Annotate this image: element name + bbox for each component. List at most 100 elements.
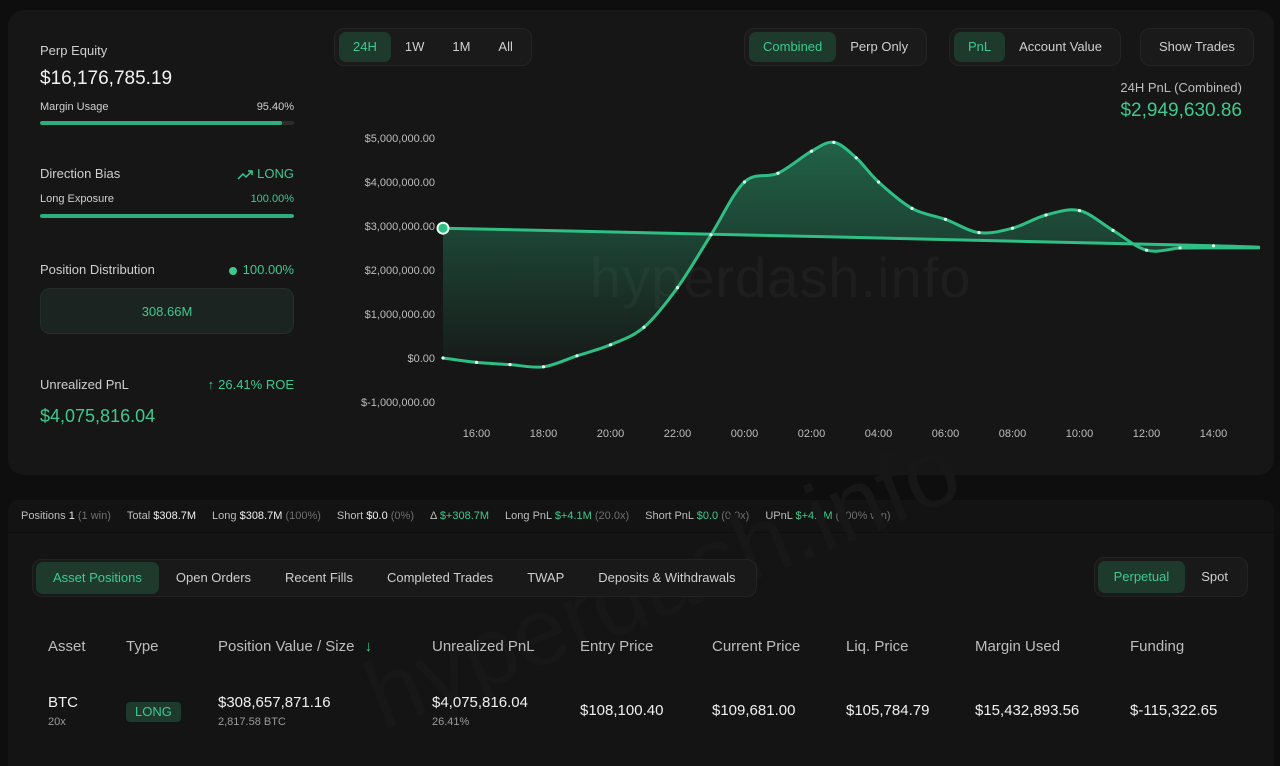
stat-positions: Positions 1 (1 win) <box>21 510 111 522</box>
long-exposure-fill <box>40 214 294 218</box>
stat-short: Short $0.0 (0%) <box>336 510 414 522</box>
row-position-size: 2,817.58 BTC <box>218 716 286 728</box>
stat-delta: Δ $+308.7M <box>430 510 490 522</box>
data-point <box>1211 244 1216 248</box>
y-tick-label: $1,000,000.00 <box>365 309 435 321</box>
show-trades-toggle: Show Trades <box>1140 28 1254 66</box>
x-tick-label: 14:00 <box>1200 428 1228 440</box>
row-position-value: $308,657,871.16 <box>218 694 331 711</box>
row-type-badge: LONG <box>126 702 181 722</box>
data-point <box>608 343 613 347</box>
long-dot-icon <box>228 266 237 275</box>
x-tick-label: 16:00 <box>463 428 491 440</box>
margin-usage-bar <box>40 121 294 125</box>
trend-up-icon <box>237 169 253 180</box>
pnl-header-label: 24H PnL (Combined) <box>1120 80 1242 95</box>
long-exposure-bar <box>40 214 294 218</box>
data-point <box>474 360 479 364</box>
stat-total: Total $308.7M <box>126 510 197 522</box>
col-asset[interactable]: Asset <box>48 638 86 655</box>
row-margin-used: $15,432,893.56 <box>975 702 1080 719</box>
sort-arrow-icon: ↓ <box>364 638 373 655</box>
tab-asset-positions[interactable]: Asset Positions <box>36 562 159 594</box>
x-tick-label: 04:00 <box>865 428 893 440</box>
tab-perpetual[interactable]: Perpetual <box>1097 561 1186 593</box>
col-liq-price[interactable]: Liq. Price <box>846 638 909 655</box>
long-exposure-label: Long Exposure <box>40 193 114 205</box>
col-position-value[interactable]: Position Value / Size ↓ <box>218 638 373 655</box>
data-point <box>977 231 981 235</box>
x-tick-label: 00:00 <box>731 428 759 440</box>
unrealized-pnl-row: Unrealized PnL ↑ 26.41% ROE <box>40 377 294 392</box>
timeframe-24h[interactable]: 24H <box>339 32 391 62</box>
data-point <box>508 363 512 367</box>
row-entry-price: $108,100.40 <box>580 702 664 719</box>
row-upnl-pct: 26.41% <box>432 716 470 728</box>
data-point <box>776 171 780 175</box>
metric-account-value[interactable]: Account Value <box>1019 39 1103 54</box>
arrow-up-icon: ↑ <box>207 377 215 392</box>
pnl-chart[interactable]: $5,000,000.00 $4,000,000.00 $3,000,000.00 $… <box>340 120 1260 450</box>
tab-twap[interactable]: TWAP <box>527 570 565 585</box>
tab-recent-fills[interactable]: Recent Fills <box>285 570 353 585</box>
long-exposure-value: 100.00% <box>250 193 294 205</box>
data-point <box>675 286 680 290</box>
y-tick-label: $0.00 <box>407 353 435 365</box>
timeframe-all[interactable]: All <box>498 39 513 54</box>
row-asset[interactable]: BTC <box>48 694 78 711</box>
mode-selector: Combined Perp Only <box>744 28 928 66</box>
x-tick-label: 20:00 <box>597 428 625 440</box>
row-liq-price: $105,784.79 <box>846 702 930 719</box>
data-point <box>1010 226 1015 230</box>
margin-usage-row: Margin Usage 95.40% <box>40 101 294 113</box>
show-trades-button[interactable]: Show Trades <box>1159 39 1235 54</box>
data-point <box>575 354 579 358</box>
x-tick-label: 18:00 <box>530 428 558 440</box>
roe-text: 26.41% ROE <box>218 377 294 392</box>
perp-equity-value: $16,176,785.19 <box>40 68 173 89</box>
timeframe-1w[interactable]: 1W <box>404 39 425 54</box>
perp-equity-label: Perp Equity <box>40 43 108 58</box>
data-point <box>441 356 445 360</box>
data-point <box>1044 213 1048 217</box>
row-upnl: $4,075,816.04 <box>432 694 528 711</box>
row-funding: $-115,322.65 <box>1130 702 1218 719</box>
data-point <box>1077 209 1082 213</box>
distribution-bar[interactable]: 308.66M <box>40 288 294 334</box>
data-point <box>742 180 747 184</box>
data-point <box>876 180 881 184</box>
direction-bias-label: Direction Bias <box>40 166 121 181</box>
roe-value: ↑ 26.41% ROE <box>208 377 294 392</box>
col-unrealized-pnl[interactable]: Unrealized PnL <box>432 638 535 655</box>
y-tick-label: $2,000,000.00 <box>365 265 435 277</box>
tab-completed-trades[interactable]: Completed Trades <box>386 570 494 585</box>
mode-combined[interactable]: Combined <box>749 32 837 62</box>
col-entry-price[interactable]: Entry Price <box>580 638 654 655</box>
row-current-price: $109,681.00 <box>712 702 796 719</box>
stat-short-pnl: Short PnL $0.0 (0.0x) <box>645 510 750 522</box>
stat-long-pnl: Long PnL $+4.1M (20.0x) <box>505 510 630 522</box>
tab-open-orders[interactable]: Open Orders <box>175 570 252 585</box>
col-current-price[interactable]: Current Price <box>712 638 801 655</box>
timeframe-1m[interactable]: 1M <box>452 39 471 54</box>
margin-usage-fill <box>40 121 283 125</box>
timeframe-selector: 24H 1W 1M All <box>334 28 532 66</box>
data-point <box>642 325 646 329</box>
metric-pnl[interactable]: PnL <box>954 32 1006 62</box>
position-distribution-label: Position Distribution <box>40 262 155 277</box>
data-point <box>832 140 836 144</box>
direction-bias-value: LONG <box>237 166 294 181</box>
tab-deposits-withdrawals[interactable]: Deposits & Withdrawals <box>598 570 736 585</box>
unrealized-pnl-label: Unrealized PnL <box>40 377 129 392</box>
current-point-marker <box>436 221 450 235</box>
x-tick-label: 02:00 <box>798 428 826 440</box>
tab-spot[interactable]: Spot <box>1201 569 1228 584</box>
col-funding[interactable]: Funding <box>1130 638 1185 655</box>
stat-upnl: UPnL $+4.1M (100% win) <box>765 510 891 522</box>
col-type[interactable]: Type <box>126 638 159 655</box>
position-distribution-row: Position Distribution 100.00% <box>40 262 294 277</box>
col-margin-used[interactable]: Margin Used <box>975 638 1061 655</box>
mode-perp-only[interactable]: Perp Only <box>850 39 909 54</box>
x-tick-label: 08:00 <box>999 428 1027 440</box>
x-tick-label: 12:00 <box>1133 428 1161 440</box>
